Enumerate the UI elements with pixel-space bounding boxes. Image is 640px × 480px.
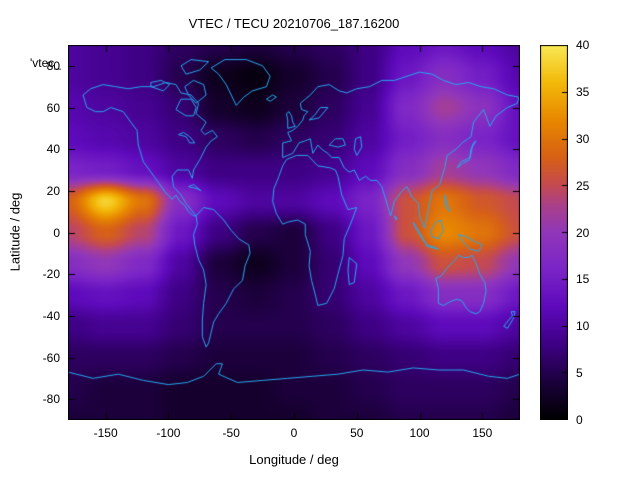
x-tick-label: 100 [409, 426, 430, 440]
colorbar-tick-label: 25 [576, 178, 590, 193]
plot-key-label: 'vtec_ [30, 56, 61, 70]
y-tick-label: -60 [42, 350, 60, 365]
vtec-heatmap-canvas [68, 45, 520, 420]
x-tick-label: -150 [93, 426, 118, 440]
x-tick-label: 150 [472, 426, 493, 440]
colorbar-canvas [540, 45, 568, 420]
colorbar-tick-label: 5 [576, 366, 583, 381]
y-tick-label: -40 [42, 308, 60, 323]
x-axis-label: Longitude / deg [249, 452, 339, 467]
colorbar-tick-label: 30 [576, 131, 590, 146]
x-tick-label: -50 [222, 426, 240, 440]
y-tick-label: 20 [46, 183, 60, 198]
x-tick-label: -100 [156, 426, 181, 440]
y-tick-label: -80 [42, 392, 60, 407]
y-tick-label: 0 [53, 225, 60, 240]
colorbar-tick-label: 35 [576, 84, 590, 99]
x-tick-label: 0 [290, 426, 298, 440]
y-tick-label: -20 [42, 267, 60, 282]
y-tick-label: 80 [46, 58, 60, 73]
chart-title: VTEC / TECU 20210706_187.16200 [188, 16, 400, 31]
colorbar-tick-label: 15 [576, 272, 590, 287]
y-tick-label: 60 [46, 100, 60, 115]
colorbar-tick-label: 10 [576, 319, 590, 334]
y-tick-label: 40 [46, 142, 60, 157]
colorbar-tick-label: 0 [576, 413, 583, 427]
colorbar-tick-label: 20 [576, 225, 590, 240]
colorbar-tick-label: 40 [576, 38, 590, 52]
x-tick-label: 50 [350, 426, 364, 440]
y-axis-label: Latitude / deg [7, 192, 23, 272]
